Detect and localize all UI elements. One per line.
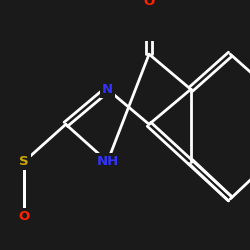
Text: S: S bbox=[19, 155, 29, 168]
Text: O: O bbox=[144, 0, 155, 8]
Text: NH: NH bbox=[96, 155, 119, 168]
Text: N: N bbox=[102, 83, 113, 96]
Text: O: O bbox=[18, 210, 30, 223]
